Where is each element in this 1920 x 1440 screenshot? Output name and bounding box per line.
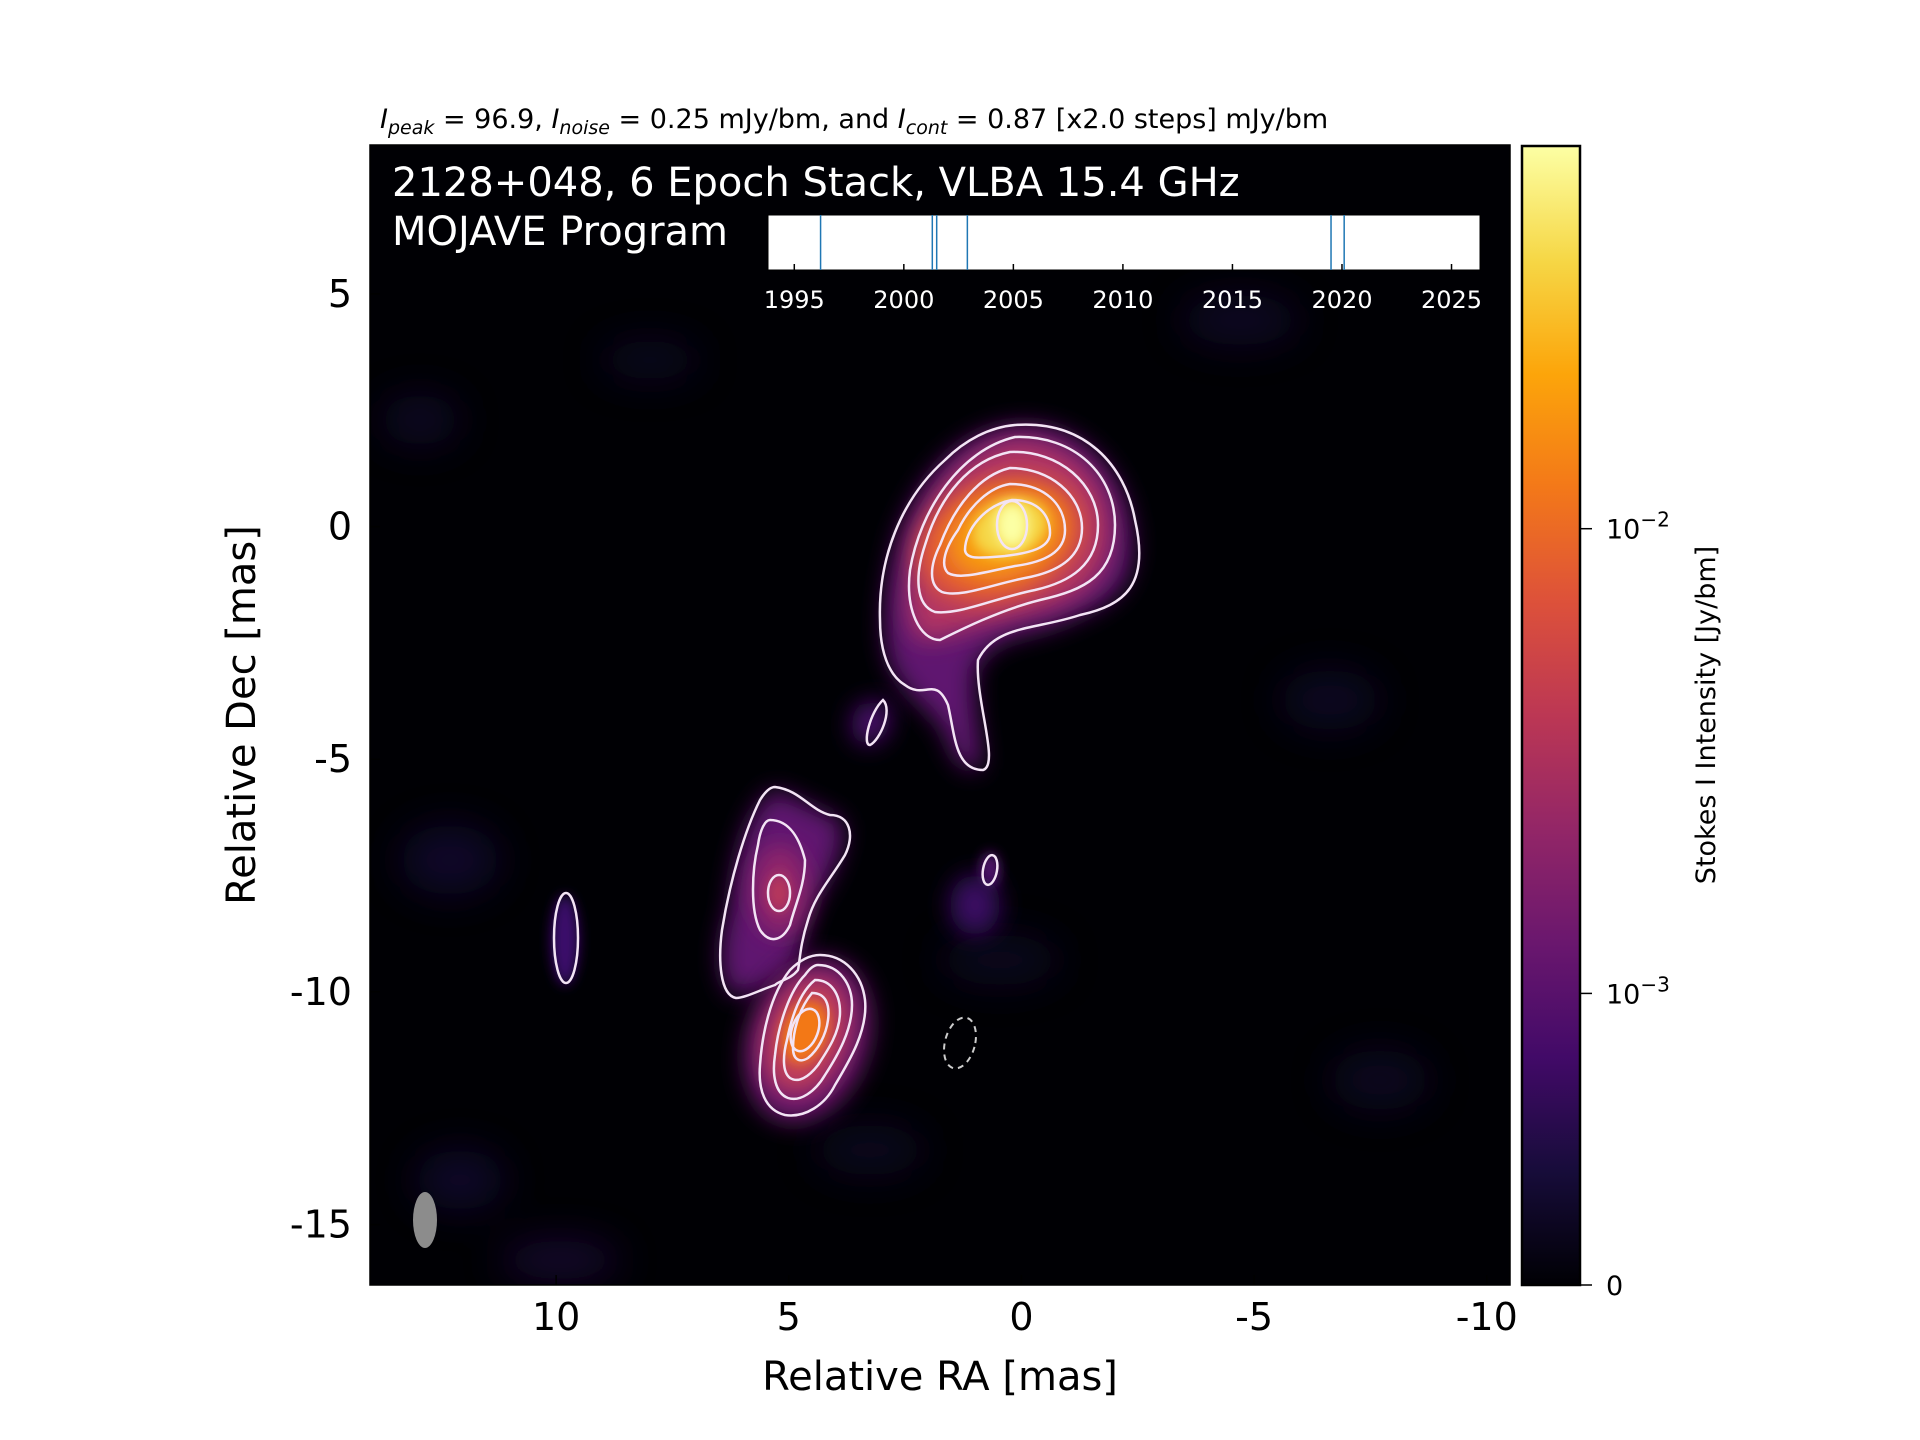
- x-tick-label: -10: [1456, 1295, 1518, 1339]
- contour-lower-4: [791, 991, 830, 1062]
- contour-bridge: [865, 698, 888, 747]
- x-tick-label: -5: [1235, 1295, 1273, 1339]
- y-tick-label: -15: [290, 1203, 352, 1247]
- plot-frame: [369, 144, 1511, 1286]
- epoch-tick-label: 2000: [873, 286, 934, 314]
- x-tick-label: 0: [1009, 1295, 1033, 1339]
- epoch-ticks: 1995 2000 2005 2010 2015 2020 2025: [764, 264, 1482, 314]
- contour-middle-1: [718, 785, 852, 1000]
- epoch-tick-label: 2020: [1311, 286, 1372, 314]
- contours: [552, 423, 1141, 1117]
- contour-isolated-right: [981, 853, 999, 887]
- contour-core-4: [930, 466, 1084, 595]
- colorbar: 0 10−3 10−2 Stokes I Intensity [Jy/bm]: [1520, 144, 1722, 1302]
- header-text: Ipeak = 96.9, Inoise = 0.25 mJy/bm, and …: [380, 104, 1328, 139]
- x-tick-label: 10: [532, 1295, 580, 1339]
- colorbar-gradient: [1520, 144, 1582, 1287]
- epoch-lines: [819, 215, 1345, 270]
- beam-ellipse: [413, 1192, 437, 1248]
- contour-middle-3: [766, 873, 792, 913]
- y-tick-label: -5: [314, 737, 352, 781]
- annotation-program: MOJAVE Program: [392, 209, 728, 255]
- contour-core-6: [963, 498, 1052, 559]
- faint-patch: [950, 875, 1000, 935]
- isolated-feature-left: [551, 895, 579, 985]
- epoch-tick-label: 1995: [764, 286, 825, 314]
- x-axis-ticks: 10 5 0 -5 -10: [532, 1275, 1518, 1339]
- epoch-tick-label: 2010: [1092, 286, 1153, 314]
- contour-negative: [943, 1016, 977, 1070]
- y-tick-label: 0: [328, 505, 352, 549]
- contour-lower-5: [789, 1007, 821, 1053]
- contour-lower-2: [772, 963, 854, 1101]
- annotation-title: 2128+048, 6 Epoch Stack, VLBA 15.4 GHz: [392, 160, 1240, 206]
- contour-core-2: [907, 435, 1117, 642]
- contour-core-3: [917, 450, 1100, 614]
- contour-middle-2: [751, 818, 807, 941]
- contour-lower-3: [782, 978, 842, 1082]
- x-tick-label: 5: [777, 1295, 801, 1339]
- noise-field: [380, 295, 1430, 1280]
- contour-lower-1: [758, 953, 867, 1117]
- x-axis-label: Relative RA [mas]: [762, 1354, 1118, 1400]
- epoch-timeline: 1995 2000 2005 2010 2015 2020 2025: [764, 214, 1482, 314]
- contour-isolated-left: [552, 891, 580, 985]
- contour-core-7: [995, 499, 1029, 551]
- epoch-timeline-box: [767, 214, 1481, 271]
- colorbar-label: Stokes I Intensity [Jy/bm]: [1691, 546, 1722, 884]
- y-axis-ticks: 5 0 -5 -10 -15: [290, 272, 380, 1247]
- y-tick-label: 5: [328, 272, 352, 316]
- colorbar-ticks: 0 10−3 10−2: [1580, 508, 1670, 1302]
- contour-core-1: [878, 423, 1141, 772]
- colorbar-tick-label: 10−3: [1606, 972, 1670, 1010]
- epoch-tick-label: 2005: [983, 286, 1044, 314]
- image-panel: 2128+048, 6 Epoch Stack, VLBA 15.4 GHz M…: [290, 144, 1518, 1339]
- colorbar-tick-label: 0: [1606, 1271, 1623, 1302]
- epoch-tick-label: 2015: [1202, 286, 1263, 314]
- colorbar-tick-label: 10−2: [1606, 508, 1670, 546]
- y-tick-label: -10: [290, 970, 352, 1014]
- contour-core-5: [942, 482, 1067, 577]
- epoch-tick-label: 2025: [1421, 286, 1482, 314]
- y-axis-label: Relative Dec [mas]: [219, 525, 265, 905]
